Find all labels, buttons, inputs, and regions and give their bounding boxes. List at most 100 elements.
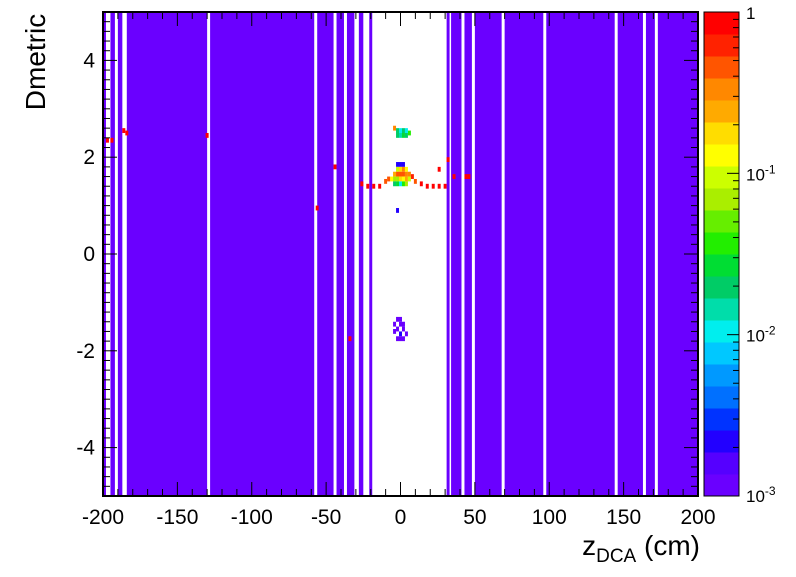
heatmap-cell [396, 166, 400, 172]
heatmap-cell [401, 176, 405, 182]
heatmap-cell [105, 137, 109, 143]
colorbar-segment [704, 232, 739, 255]
x-tick-label: 100 [532, 506, 567, 529]
y-axis-title: Dmetric [20, 14, 51, 110]
heatmap-cell [396, 208, 400, 213]
heatmap-cell [399, 171, 402, 177]
y-tick-label: -4 [76, 437, 95, 460]
colorbar-segment [704, 298, 739, 321]
colorbar-segment [704, 254, 739, 277]
heatmap-cell [437, 166, 441, 172]
x-axis-title-main: z [582, 530, 596, 561]
x-axis-title-sub: DCA [596, 546, 636, 567]
heatmap-cell [399, 336, 402, 342]
colorbar-frame [703, 11, 740, 497]
empty-band [471, 12, 475, 496]
empty-band [614, 12, 618, 496]
heatmap-cell [333, 164, 337, 170]
heatmap-cell [407, 130, 411, 136]
colorbar-segment [704, 100, 739, 123]
heatmap-cell [396, 336, 400, 342]
heatmap-cell [360, 181, 364, 187]
heatmap-cell [404, 166, 408, 172]
heatmap-cell [384, 178, 388, 184]
empty-band [543, 12, 547, 496]
heatmap-cell [401, 171, 405, 177]
heatmap-cell [401, 321, 405, 327]
heatmap-cell [396, 133, 400, 138]
y-tick-label: -2 [76, 340, 95, 363]
heatmap-cell [399, 162, 402, 167]
heatmap-cell [404, 181, 408, 187]
colorbar-tick-label: 10-2 [746, 324, 776, 346]
heatmap-cell [401, 181, 405, 187]
colorbar-segment [704, 452, 739, 475]
empty-band [449, 12, 452, 496]
empty-band [343, 12, 347, 496]
heatmap-cell [407, 171, 411, 177]
x-tick-label: 0 [395, 506, 407, 529]
colorbar-segment [704, 188, 739, 211]
heatmap-cell [446, 157, 450, 163]
heatmap-cell [125, 130, 129, 136]
heatmap-cell [431, 183, 435, 189]
x-tick-label: -150 [156, 506, 198, 529]
x-tick-label: -100 [231, 506, 273, 529]
heatmap-cell [396, 181, 400, 187]
x-tick-label: -50 [311, 506, 341, 529]
heatmap-cell [404, 133, 408, 138]
colorbar-segment [704, 430, 739, 453]
x-axis-title-unit: (cm) [636, 530, 700, 561]
colorbar-segment [704, 276, 739, 299]
heatmap-cell [401, 336, 405, 342]
empty-band [461, 12, 465, 496]
colorbar-tick-label: 10-1 [746, 162, 776, 184]
plot-area [103, 12, 698, 496]
heatmap-cell [425, 183, 429, 189]
heatmap-cell [396, 171, 400, 177]
colorbar-segment [704, 12, 739, 35]
heatmap-cell [366, 183, 370, 189]
heatmap-cell [393, 181, 397, 187]
colorbar-tick-label: 10-3 [746, 484, 776, 506]
colorbar: 10-3 10-2 10-1 1 [703, 4, 776, 506]
heatmap-cell [393, 171, 397, 177]
empty-band [314, 12, 318, 496]
colorbar-segment [704, 364, 739, 387]
x-tick-label: -200 [82, 506, 124, 529]
colorbar-segment [704, 122, 739, 145]
heatmap-cell [387, 176, 391, 182]
heatmap-cell [393, 176, 397, 182]
y-tick-label: 2 [83, 146, 95, 169]
heatmap-cell [437, 183, 441, 189]
heatmap-cell [404, 128, 408, 133]
empty-band [372, 12, 447, 496]
heatmap-cell [393, 125, 397, 131]
colorbar-segment [704, 166, 739, 189]
empty-band [501, 12, 505, 496]
heatmap-cell [401, 162, 405, 167]
heatmap-cell [399, 321, 402, 327]
y-tick-label: 4 [83, 49, 95, 72]
empty-band [122, 12, 127, 496]
colorbar-segment [704, 408, 739, 431]
heatmap-cell [443, 183, 447, 189]
heatmap-cell [464, 174, 468, 179]
colorbar-segment [704, 474, 739, 497]
heatmap-cell [419, 181, 423, 187]
heatmap-cell [404, 331, 408, 337]
colorbar-segment [704, 210, 739, 233]
empty-band [642, 12, 646, 496]
colorbar-segment [704, 56, 739, 79]
y-tick-label: 0 [83, 243, 95, 266]
colorbar-segment [704, 78, 739, 101]
empty-band [654, 12, 658, 496]
heatmap-cell [399, 133, 402, 138]
heatmap-cell [399, 166, 402, 172]
heatmap-cell [399, 128, 402, 133]
heatmap-cell [407, 176, 411, 182]
heatmap-cell [410, 174, 414, 179]
heatmap-cell [401, 133, 405, 138]
heatmap-cell [378, 183, 382, 189]
heatmap-cell [467, 174, 471, 179]
